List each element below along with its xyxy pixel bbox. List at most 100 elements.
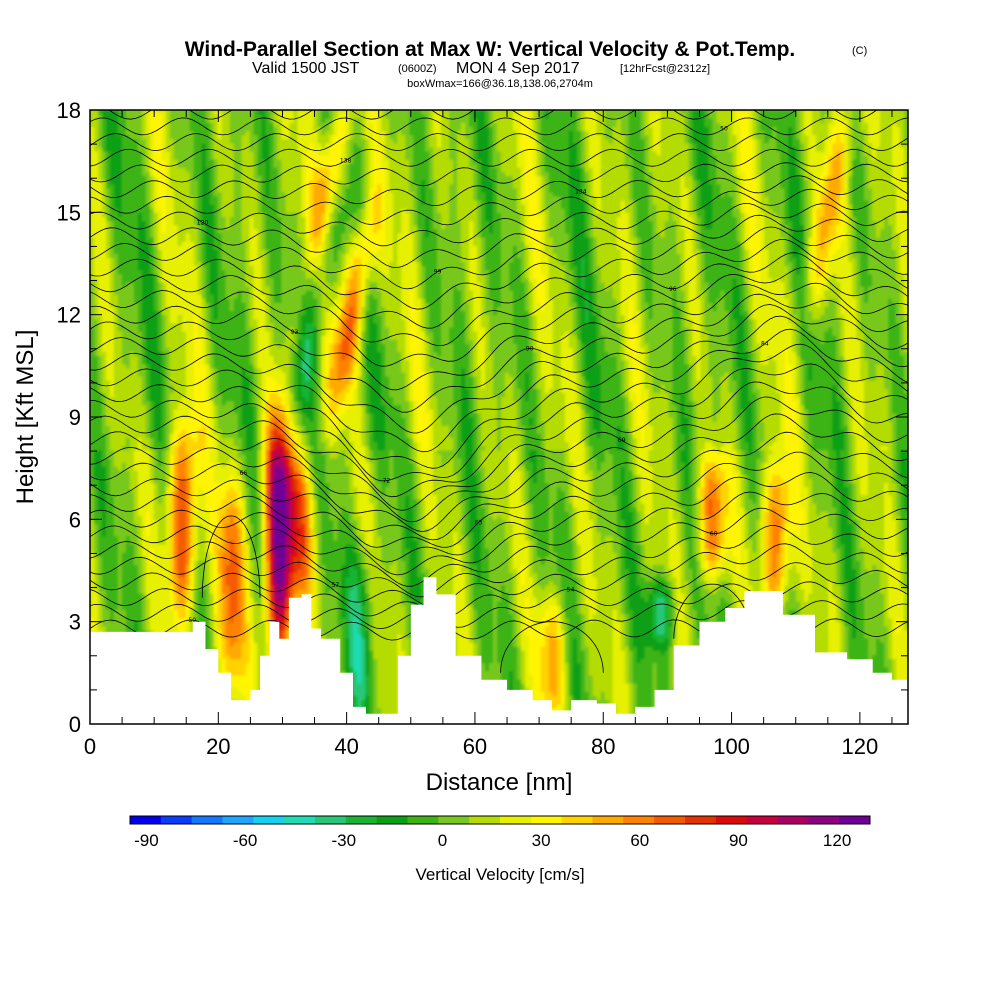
velocity-cell — [98, 388, 103, 393]
valid-date: MON 4 Sep 2017 — [456, 60, 580, 77]
velocity-cell — [146, 401, 151, 406]
velocity-cell — [114, 532, 119, 537]
velocity-cell — [182, 519, 187, 524]
velocity-cell — [126, 315, 131, 320]
velocity-cell — [106, 573, 111, 578]
velocity-cell — [174, 175, 179, 180]
velocity-cell — [126, 609, 131, 614]
velocity-cell — [154, 306, 159, 311]
velocity-cell — [130, 249, 135, 254]
velocity-cell — [162, 413, 167, 418]
velocity-cell — [118, 503, 123, 508]
velocity-cell — [206, 266, 211, 271]
velocity-cell — [102, 487, 107, 492]
velocity-cell — [158, 552, 163, 557]
velocity-cell — [174, 536, 179, 541]
velocity-cell — [122, 437, 127, 442]
velocity-cell — [206, 143, 211, 148]
velocity-cell — [166, 233, 171, 238]
velocity-cell — [202, 360, 207, 365]
velocity-cell — [150, 528, 155, 533]
velocity-cell — [202, 544, 207, 549]
velocity-cell — [114, 294, 119, 299]
velocity-cell — [130, 585, 135, 590]
velocity-cell — [106, 380, 111, 385]
velocity-cell — [210, 560, 215, 565]
velocity-cell — [118, 257, 123, 262]
velocity-cell — [214, 388, 219, 393]
velocity-cell — [170, 261, 175, 266]
velocity-cell — [194, 405, 199, 410]
velocity-cell — [218, 397, 223, 402]
velocity-cell — [178, 450, 183, 455]
velocity-cell — [182, 568, 187, 573]
velocity-cell — [194, 237, 199, 242]
velocity-cell — [202, 368, 207, 373]
velocity-cell — [198, 327, 203, 332]
velocity-cell — [178, 356, 183, 361]
velocity-cell — [174, 151, 179, 156]
velocity-cell — [210, 544, 215, 549]
velocity-cell — [134, 221, 139, 226]
velocity-cell — [194, 388, 199, 393]
velocity-cell — [102, 184, 107, 189]
velocity-cell — [122, 568, 127, 573]
velocity-cell — [182, 540, 187, 545]
velocity-cell — [166, 163, 171, 168]
velocity-cell — [118, 442, 123, 447]
velocity-cell — [138, 589, 143, 594]
velocity-cell — [198, 302, 203, 307]
velocity-cell — [150, 421, 155, 426]
velocity-cell — [150, 135, 155, 140]
velocity-cell — [218, 286, 223, 291]
velocity-cell — [146, 212, 151, 217]
velocity-cell — [182, 626, 187, 631]
velocity-cell — [170, 552, 175, 557]
velocity-cell — [126, 175, 131, 180]
velocity-cell — [210, 368, 215, 373]
velocity-cell — [198, 442, 203, 447]
velocity-cell — [178, 511, 183, 516]
velocity-cell — [122, 339, 127, 344]
velocity-cell — [198, 548, 203, 553]
velocity-cell — [98, 347, 103, 352]
velocity-cell — [218, 122, 223, 127]
velocity-cell — [118, 175, 123, 180]
velocity-cell — [102, 130, 107, 135]
velocity-cell — [158, 114, 163, 119]
velocity-cell — [190, 536, 195, 541]
velocity-cell — [142, 126, 147, 131]
velocity-cell — [166, 204, 171, 209]
velocity-cell — [150, 482, 155, 487]
velocity-cell — [206, 499, 211, 504]
velocity-cell — [142, 613, 147, 618]
velocity-cell — [154, 507, 159, 512]
velocity-cell — [210, 270, 215, 275]
velocity-cell — [154, 339, 159, 344]
velocity-cell — [130, 360, 135, 365]
velocity-cell — [154, 618, 159, 623]
velocity-cell — [134, 388, 139, 393]
velocity-cell — [122, 405, 127, 410]
velocity-cell — [126, 589, 131, 594]
velocity-cell — [186, 237, 191, 242]
velocity-cell — [162, 335, 167, 340]
velocity-cell — [214, 266, 219, 271]
velocity-cell — [134, 495, 139, 500]
velocity-cell — [106, 487, 111, 492]
velocity-cell — [202, 245, 207, 250]
velocity-cell — [166, 360, 171, 365]
velocity-cell — [134, 491, 139, 496]
velocity-cell — [182, 155, 187, 160]
velocity-cell — [94, 577, 99, 582]
velocity-cell — [190, 266, 195, 271]
velocity-cell — [170, 167, 175, 172]
velocity-cell — [198, 331, 203, 336]
velocity-cell — [122, 159, 127, 164]
velocity-cell — [106, 417, 111, 422]
velocity-cell — [146, 306, 151, 311]
velocity-cell — [94, 249, 99, 254]
velocity-cell — [138, 372, 143, 377]
velocity-cell — [190, 462, 195, 467]
velocity-cell — [134, 581, 139, 586]
